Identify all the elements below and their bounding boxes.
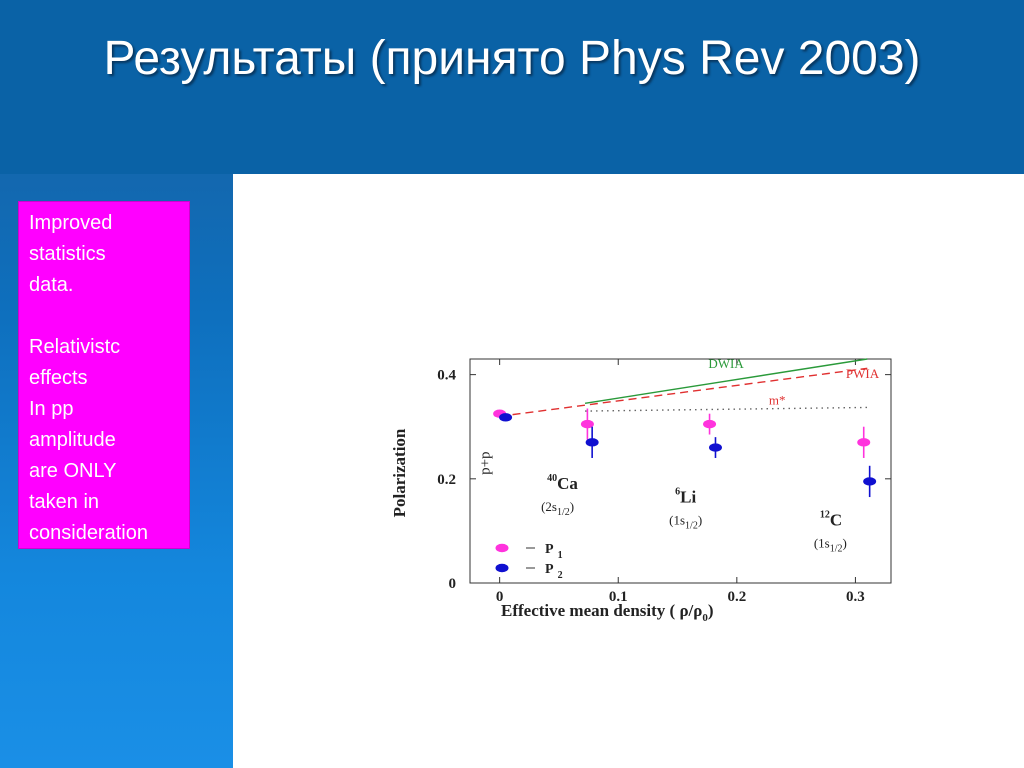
curve-label-pwia: PWIA bbox=[846, 366, 880, 381]
annotation-c-state-sub: 1/2 bbox=[830, 544, 843, 555]
legend-marker-p1 bbox=[495, 543, 509, 553]
data-point-p2 bbox=[708, 443, 722, 452]
note-line: are ONLY bbox=[29, 460, 117, 482]
annotation-ca: 40Ca bbox=[547, 473, 578, 493]
data-point-p2 bbox=[585, 438, 599, 447]
y-tick-label: 0.2 bbox=[437, 472, 456, 488]
note-line: taken in bbox=[29, 491, 100, 513]
note-line: consideration bbox=[29, 522, 148, 544]
title-bar bbox=[0, 0, 1024, 174]
data-point-p1 bbox=[703, 419, 717, 429]
slide-title: Результаты (принято Phys Rev 2003) bbox=[103, 32, 921, 85]
annotation-c-name: C bbox=[830, 511, 842, 530]
annotation-ca-mass: 40 bbox=[547, 473, 557, 484]
annotation-li-state-sub: 1/2 bbox=[685, 520, 698, 531]
annotation-ca-state: (2s1/2) bbox=[541, 499, 574, 518]
annotation-li-state: (1s1/2) bbox=[669, 512, 702, 531]
data-point-p1 bbox=[857, 438, 871, 447]
note-line: statistics bbox=[29, 243, 106, 265]
legend-marker-p2 bbox=[495, 563, 509, 573]
y-axis-label: Polarization bbox=[390, 428, 409, 517]
annotation-li: 6Li bbox=[675, 486, 696, 506]
annotation-c-state: (1s1/2) bbox=[814, 536, 847, 555]
curve-dwia bbox=[584, 358, 868, 404]
note-line: effects bbox=[29, 367, 88, 389]
x-tick-label: 0.2 bbox=[727, 589, 746, 605]
x-tick-label: 0 bbox=[496, 589, 504, 605]
x-tick-label: 0.1 bbox=[609, 589, 628, 605]
data-point-p1 bbox=[580, 419, 594, 429]
annotation-ca-state-close: ) bbox=[570, 499, 574, 514]
annotation-li-name: Li bbox=[680, 487, 696, 506]
curve-label-mstar: m* bbox=[769, 392, 786, 407]
annotation-pp: p+p bbox=[477, 451, 493, 474]
annotation-c: 12C bbox=[820, 510, 842, 530]
y-tick-label: 0 bbox=[449, 576, 457, 592]
figure-panel: 0 0.1 0.2 0.3 0 0.2 0.4 Effective mean density … bbox=[233, 174, 1024, 768]
x-axis-label: Effective mean density ( ρ/ρ0) bbox=[501, 601, 714, 624]
note-box: Improved statistics data. Relativistc ef… bbox=[18, 201, 190, 549]
x-tick-label: 0.3 bbox=[846, 589, 865, 605]
annotation-li-mass: 6 bbox=[675, 486, 680, 497]
note-line: Improved bbox=[29, 212, 113, 234]
data-point-p2 bbox=[863, 477, 877, 486]
note-line: In pp bbox=[29, 398, 74, 420]
annotation-li-state-close: ) bbox=[698, 512, 702, 527]
annotation-ca-name: Ca bbox=[557, 474, 578, 493]
polarization-chart: 0 0.1 0.2 0.3 0 0.2 0.4 Effective mean density … bbox=[390, 356, 892, 624]
curve-label-dwia: DWIA bbox=[708, 356, 744, 371]
data-point-p2 bbox=[499, 413, 513, 422]
note-line: amplitude bbox=[29, 429, 116, 451]
curve-pwia bbox=[499, 367, 868, 417]
x-axis-label-sub: 0 bbox=[702, 612, 708, 624]
note-line bbox=[29, 301, 189, 332]
annotation-ca-state-sub: 1/2 bbox=[557, 507, 570, 518]
annotation-c-mass: 12 bbox=[820, 510, 830, 521]
note-line: Relativistc bbox=[29, 336, 121, 358]
legend-label-sub: 2 bbox=[558, 570, 563, 581]
annotation-c-state-close: ) bbox=[843, 536, 847, 551]
y-tick-label: 0.4 bbox=[437, 368, 456, 384]
plot-frame bbox=[469, 358, 892, 584]
note-line: data. bbox=[29, 274, 74, 296]
x-axis-label-close: ) bbox=[708, 601, 714, 620]
legend-label-sub: 1 bbox=[558, 550, 563, 561]
curve-mstar bbox=[585, 406, 868, 412]
